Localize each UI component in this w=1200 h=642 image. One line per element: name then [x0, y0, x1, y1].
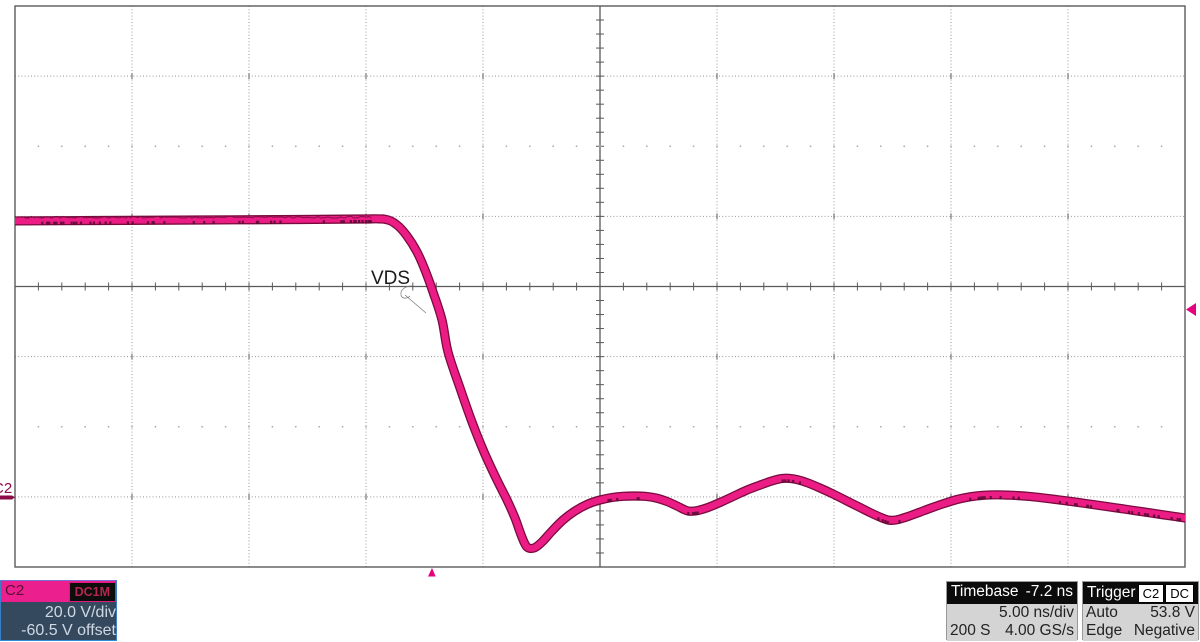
svg-text:VDS: VDS — [371, 268, 410, 289]
svg-text:C2: C2 — [0, 480, 12, 497]
